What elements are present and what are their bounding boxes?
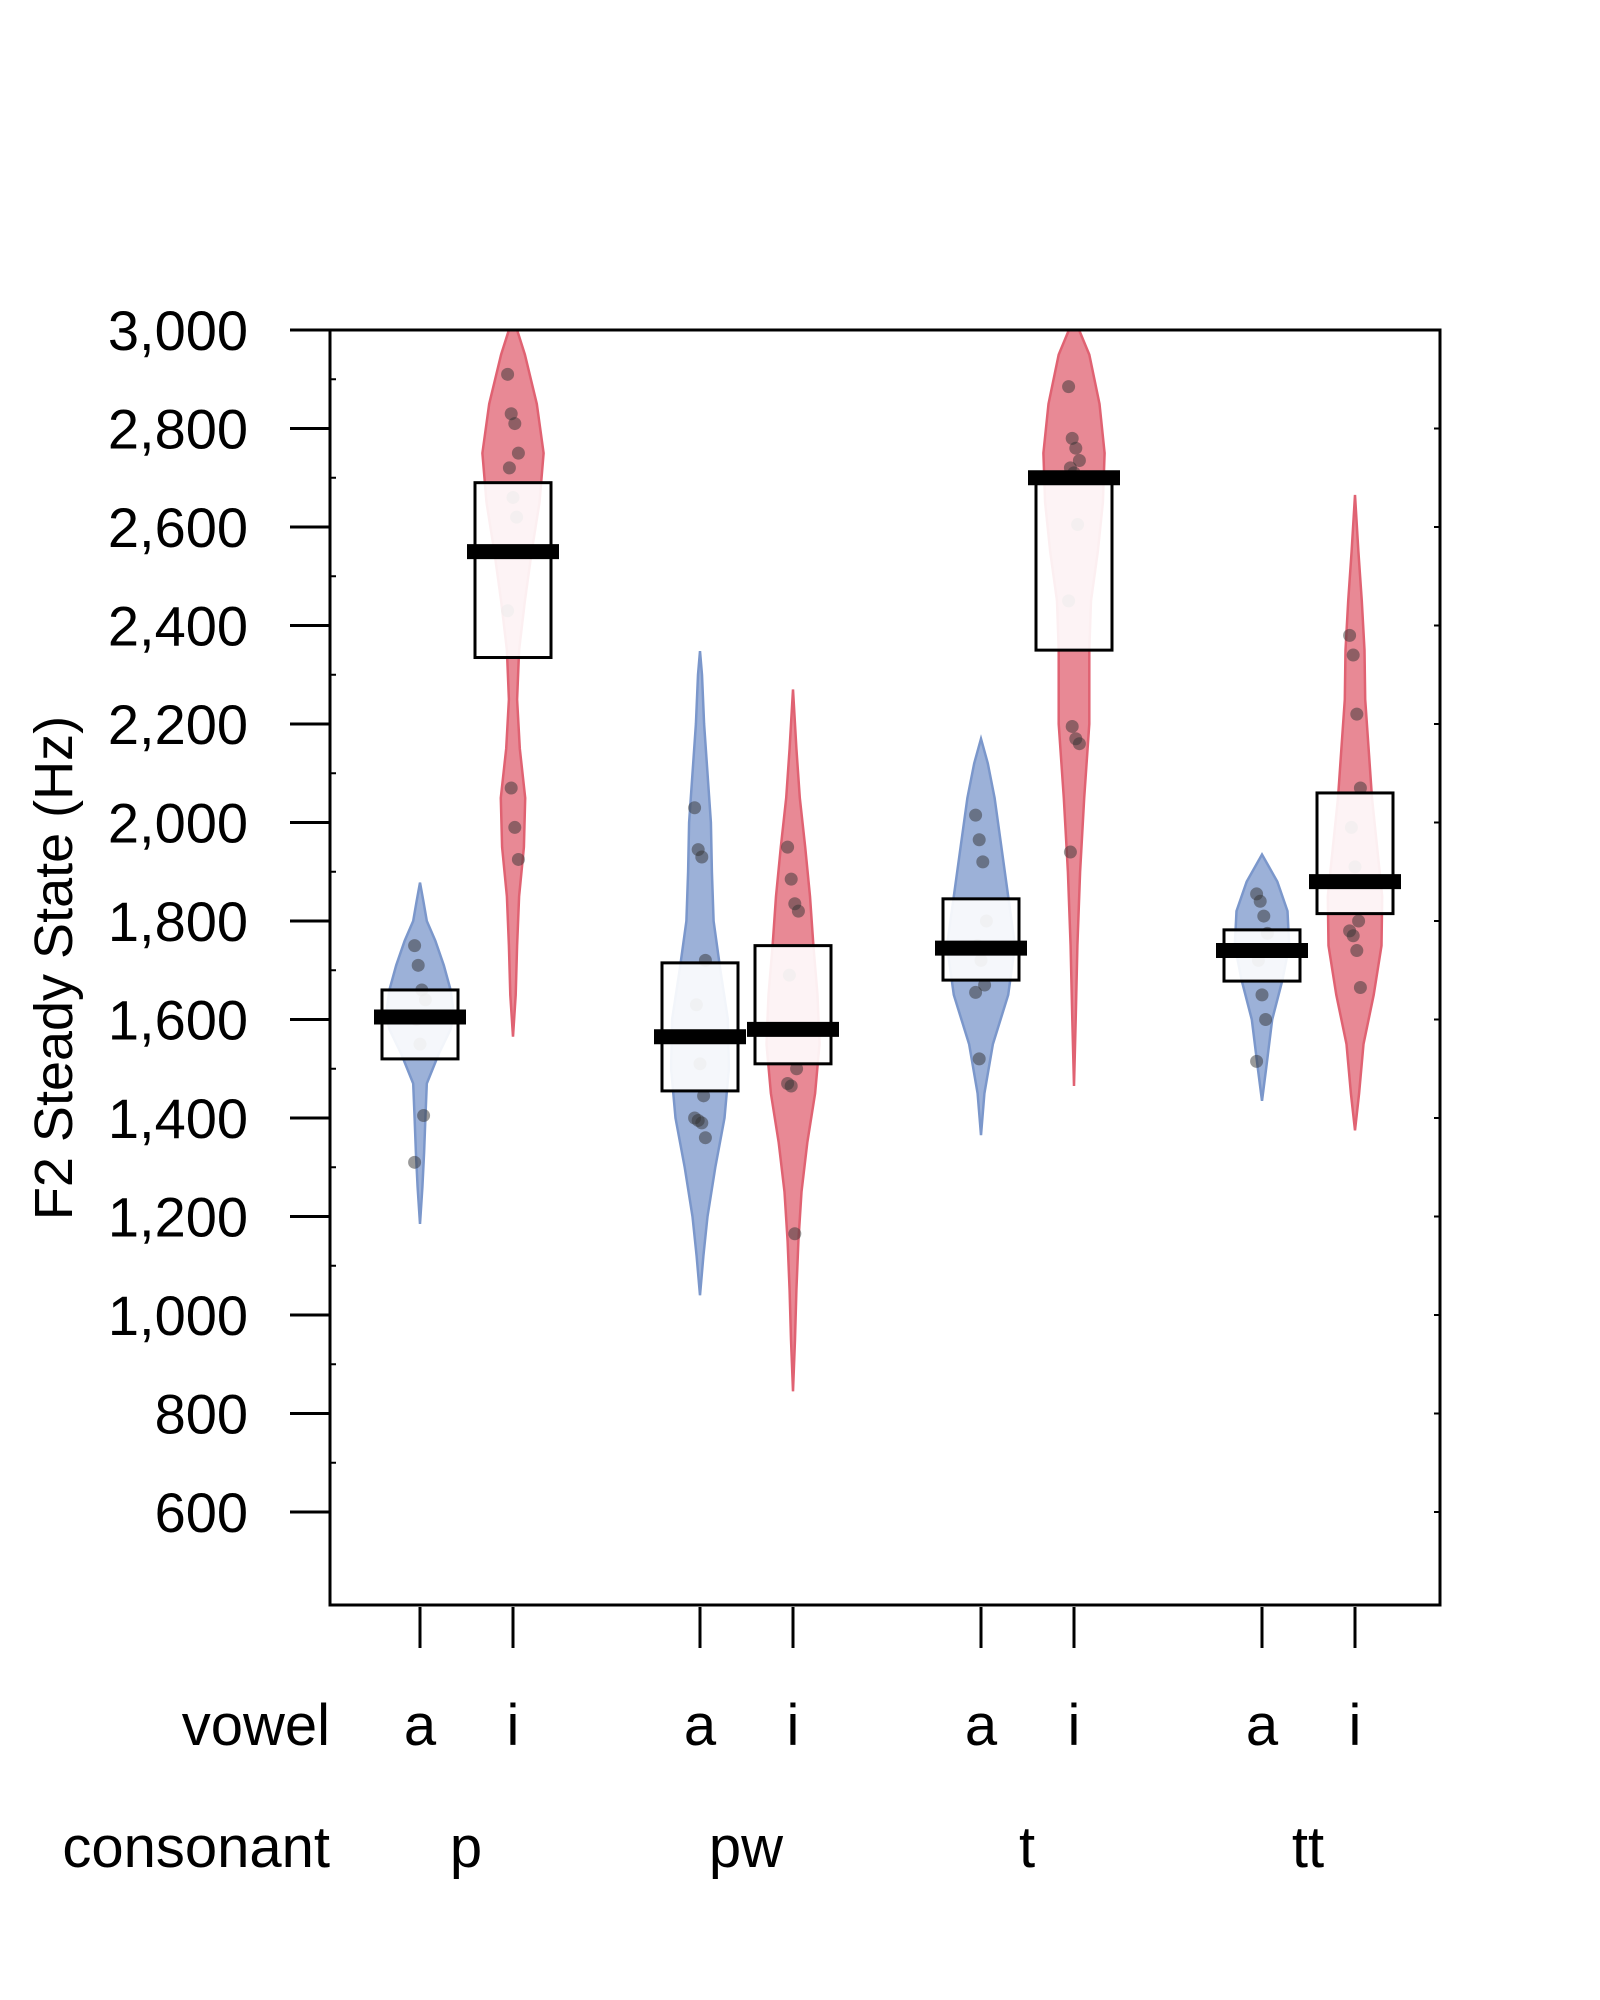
point-t-a xyxy=(978,978,992,992)
point-tt-a xyxy=(1255,988,1269,1002)
point-tt-a xyxy=(1257,909,1271,923)
point-tt-i xyxy=(1343,628,1357,642)
point-tt-i xyxy=(1353,980,1367,994)
violin-p-i xyxy=(481,328,545,1037)
point-tt-a xyxy=(1259,1013,1273,1026)
point-t-i xyxy=(1065,431,1079,445)
point-pw-a xyxy=(688,801,702,815)
box-tt-i xyxy=(1315,791,1395,916)
box-p-i xyxy=(473,481,553,660)
point-t-i xyxy=(1069,441,1083,455)
point-tt-a xyxy=(1253,894,1267,908)
box-t-a xyxy=(941,897,1021,982)
point-t-a xyxy=(969,985,983,999)
point-tt-a xyxy=(1250,1054,1264,1068)
vowel-label-t-a: a xyxy=(965,1693,998,1758)
consonant-label-p: p xyxy=(450,1815,482,1880)
point-t-i xyxy=(1072,454,1086,468)
y-tick-label: 1,800 xyxy=(108,890,248,953)
point-pw-i xyxy=(790,1062,804,1076)
point-p-i xyxy=(504,407,518,421)
point-tt-i xyxy=(1353,781,1367,795)
point-pw-a xyxy=(695,850,709,864)
point-p-a xyxy=(408,939,422,953)
y-axis-label: F2 Steady State (Hz) xyxy=(24,716,84,1220)
x-axis: a i a i a i a ip pw t tt xyxy=(404,1607,1362,1880)
vowel-label-tt-a: a xyxy=(1246,1693,1279,1758)
boxes-layer xyxy=(374,470,1401,1093)
point-t-i xyxy=(1062,380,1076,394)
point-t-a xyxy=(969,808,983,822)
point-tt-i xyxy=(1352,914,1366,928)
point-p-a xyxy=(411,958,425,972)
box-pw-i xyxy=(753,944,833,1066)
y-tick-label: 3,000 xyxy=(108,299,248,362)
vowel-label-tt-i: i xyxy=(1349,1693,1362,1758)
point-t-a xyxy=(976,855,990,869)
point-pw-i xyxy=(788,1227,802,1241)
y-tick-label: 1,400 xyxy=(108,1087,248,1150)
vowel-label-t-i: i xyxy=(1068,1693,1081,1758)
point-p-i xyxy=(502,461,516,475)
plot-frame xyxy=(328,328,1442,1607)
point-tt-i xyxy=(1346,929,1360,943)
consonant-label-t: t xyxy=(1019,1815,1035,1880)
point-p-i xyxy=(508,417,522,431)
vowel-label-p-i: i xyxy=(507,1693,520,1758)
point-pw-a xyxy=(695,1116,709,1130)
point-pw-a xyxy=(697,1089,711,1103)
point-tt-i xyxy=(1350,944,1364,958)
point-p-i xyxy=(511,446,525,460)
y-tick-label: 2,600 xyxy=(108,496,248,559)
point-pw-i xyxy=(781,840,795,854)
point-t-a xyxy=(972,1052,986,1066)
y-axis: 600 800 1,000 1,200 1,400 1,600 1,800 2,000 2,20… xyxy=(108,299,1440,1544)
y-tick-label: 2,400 xyxy=(108,595,248,658)
vowel-label-p-a: a xyxy=(404,1693,437,1758)
y-tick-label: 1,200 xyxy=(108,1186,248,1249)
point-pw-i xyxy=(784,1079,798,1093)
point-tt-i xyxy=(1350,707,1364,721)
point-p-i xyxy=(501,367,515,381)
vowel-label-pw-i: i xyxy=(787,1693,800,1758)
y-tick-label: 1,000 xyxy=(108,1284,248,1347)
consonant-label-pw: pw xyxy=(709,1815,784,1880)
factor-label-consonant: consonant xyxy=(62,1815,330,1880)
point-p-i xyxy=(504,781,518,795)
y-tick-label: 800 xyxy=(155,1383,248,1446)
point-t-i xyxy=(1072,737,1086,751)
y-tick-label: 2,200 xyxy=(108,693,248,756)
vowel-label-pw-a: a xyxy=(684,1693,717,1758)
point-t-i xyxy=(1065,719,1079,733)
point-p-a xyxy=(417,1109,431,1123)
point-p-i xyxy=(508,820,522,834)
point-p-a xyxy=(408,1155,422,1169)
point-t-a xyxy=(972,833,986,847)
factor-label-vowel: vowel xyxy=(182,1693,330,1758)
y-tick-label: 1,600 xyxy=(108,989,248,1052)
point-pw-i xyxy=(791,904,805,918)
y-tick-label: 600 xyxy=(155,1481,248,1544)
point-p-i xyxy=(511,852,525,866)
point-pw-a xyxy=(698,1131,712,1145)
point-tt-i xyxy=(1346,648,1360,662)
consonant-label-tt: tt xyxy=(1292,1815,1324,1880)
point-pw-i xyxy=(784,872,798,886)
box-t-i xyxy=(1034,471,1114,652)
point-t-i xyxy=(1063,845,1077,859)
y-tick-label: 2,000 xyxy=(108,792,248,855)
y-tick-label: 2,800 xyxy=(108,398,248,461)
box-pw-a xyxy=(660,961,740,1093)
